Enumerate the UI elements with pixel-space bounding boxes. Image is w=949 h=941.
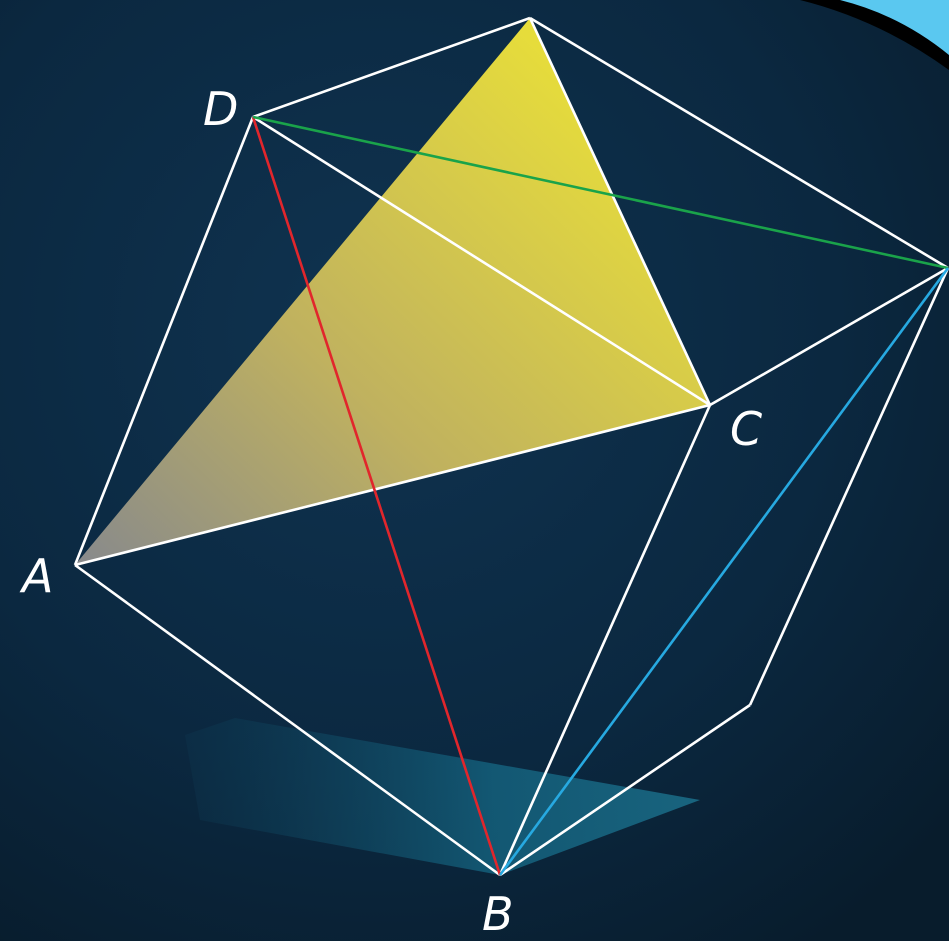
edge-D-A — [73, 116, 255, 566]
edge-top-right — [529, 16, 949, 270]
edge-A-B — [74, 563, 501, 877]
edge-C-B — [498, 404, 712, 876]
edge-C-right — [709, 266, 949, 407]
shaded-triangle — [75, 18, 710, 565]
edge-bottom-B — [499, 703, 751, 877]
diagonal-D-B-red — [251, 116, 502, 876]
corner-accent — [840, 0, 949, 55]
edge-right-bottom — [748, 267, 949, 706]
edge-A-C — [74, 403, 711, 567]
edge-D-top — [252, 16, 531, 119]
vertex-label-A: A — [19, 549, 53, 603]
edge-top-C — [528, 17, 712, 406]
floor-shadow — [185, 718, 700, 875]
diagonal-B-right-blue — [498, 267, 949, 876]
edge-D-C — [252, 115, 711, 407]
vertex-label-C: C — [730, 402, 762, 456]
cube-edges — [73, 16, 949, 877]
diagonal-D-right-green — [252, 115, 949, 270]
vertex-label-D: D — [203, 82, 238, 136]
vertex-label-B: B — [482, 887, 514, 941]
